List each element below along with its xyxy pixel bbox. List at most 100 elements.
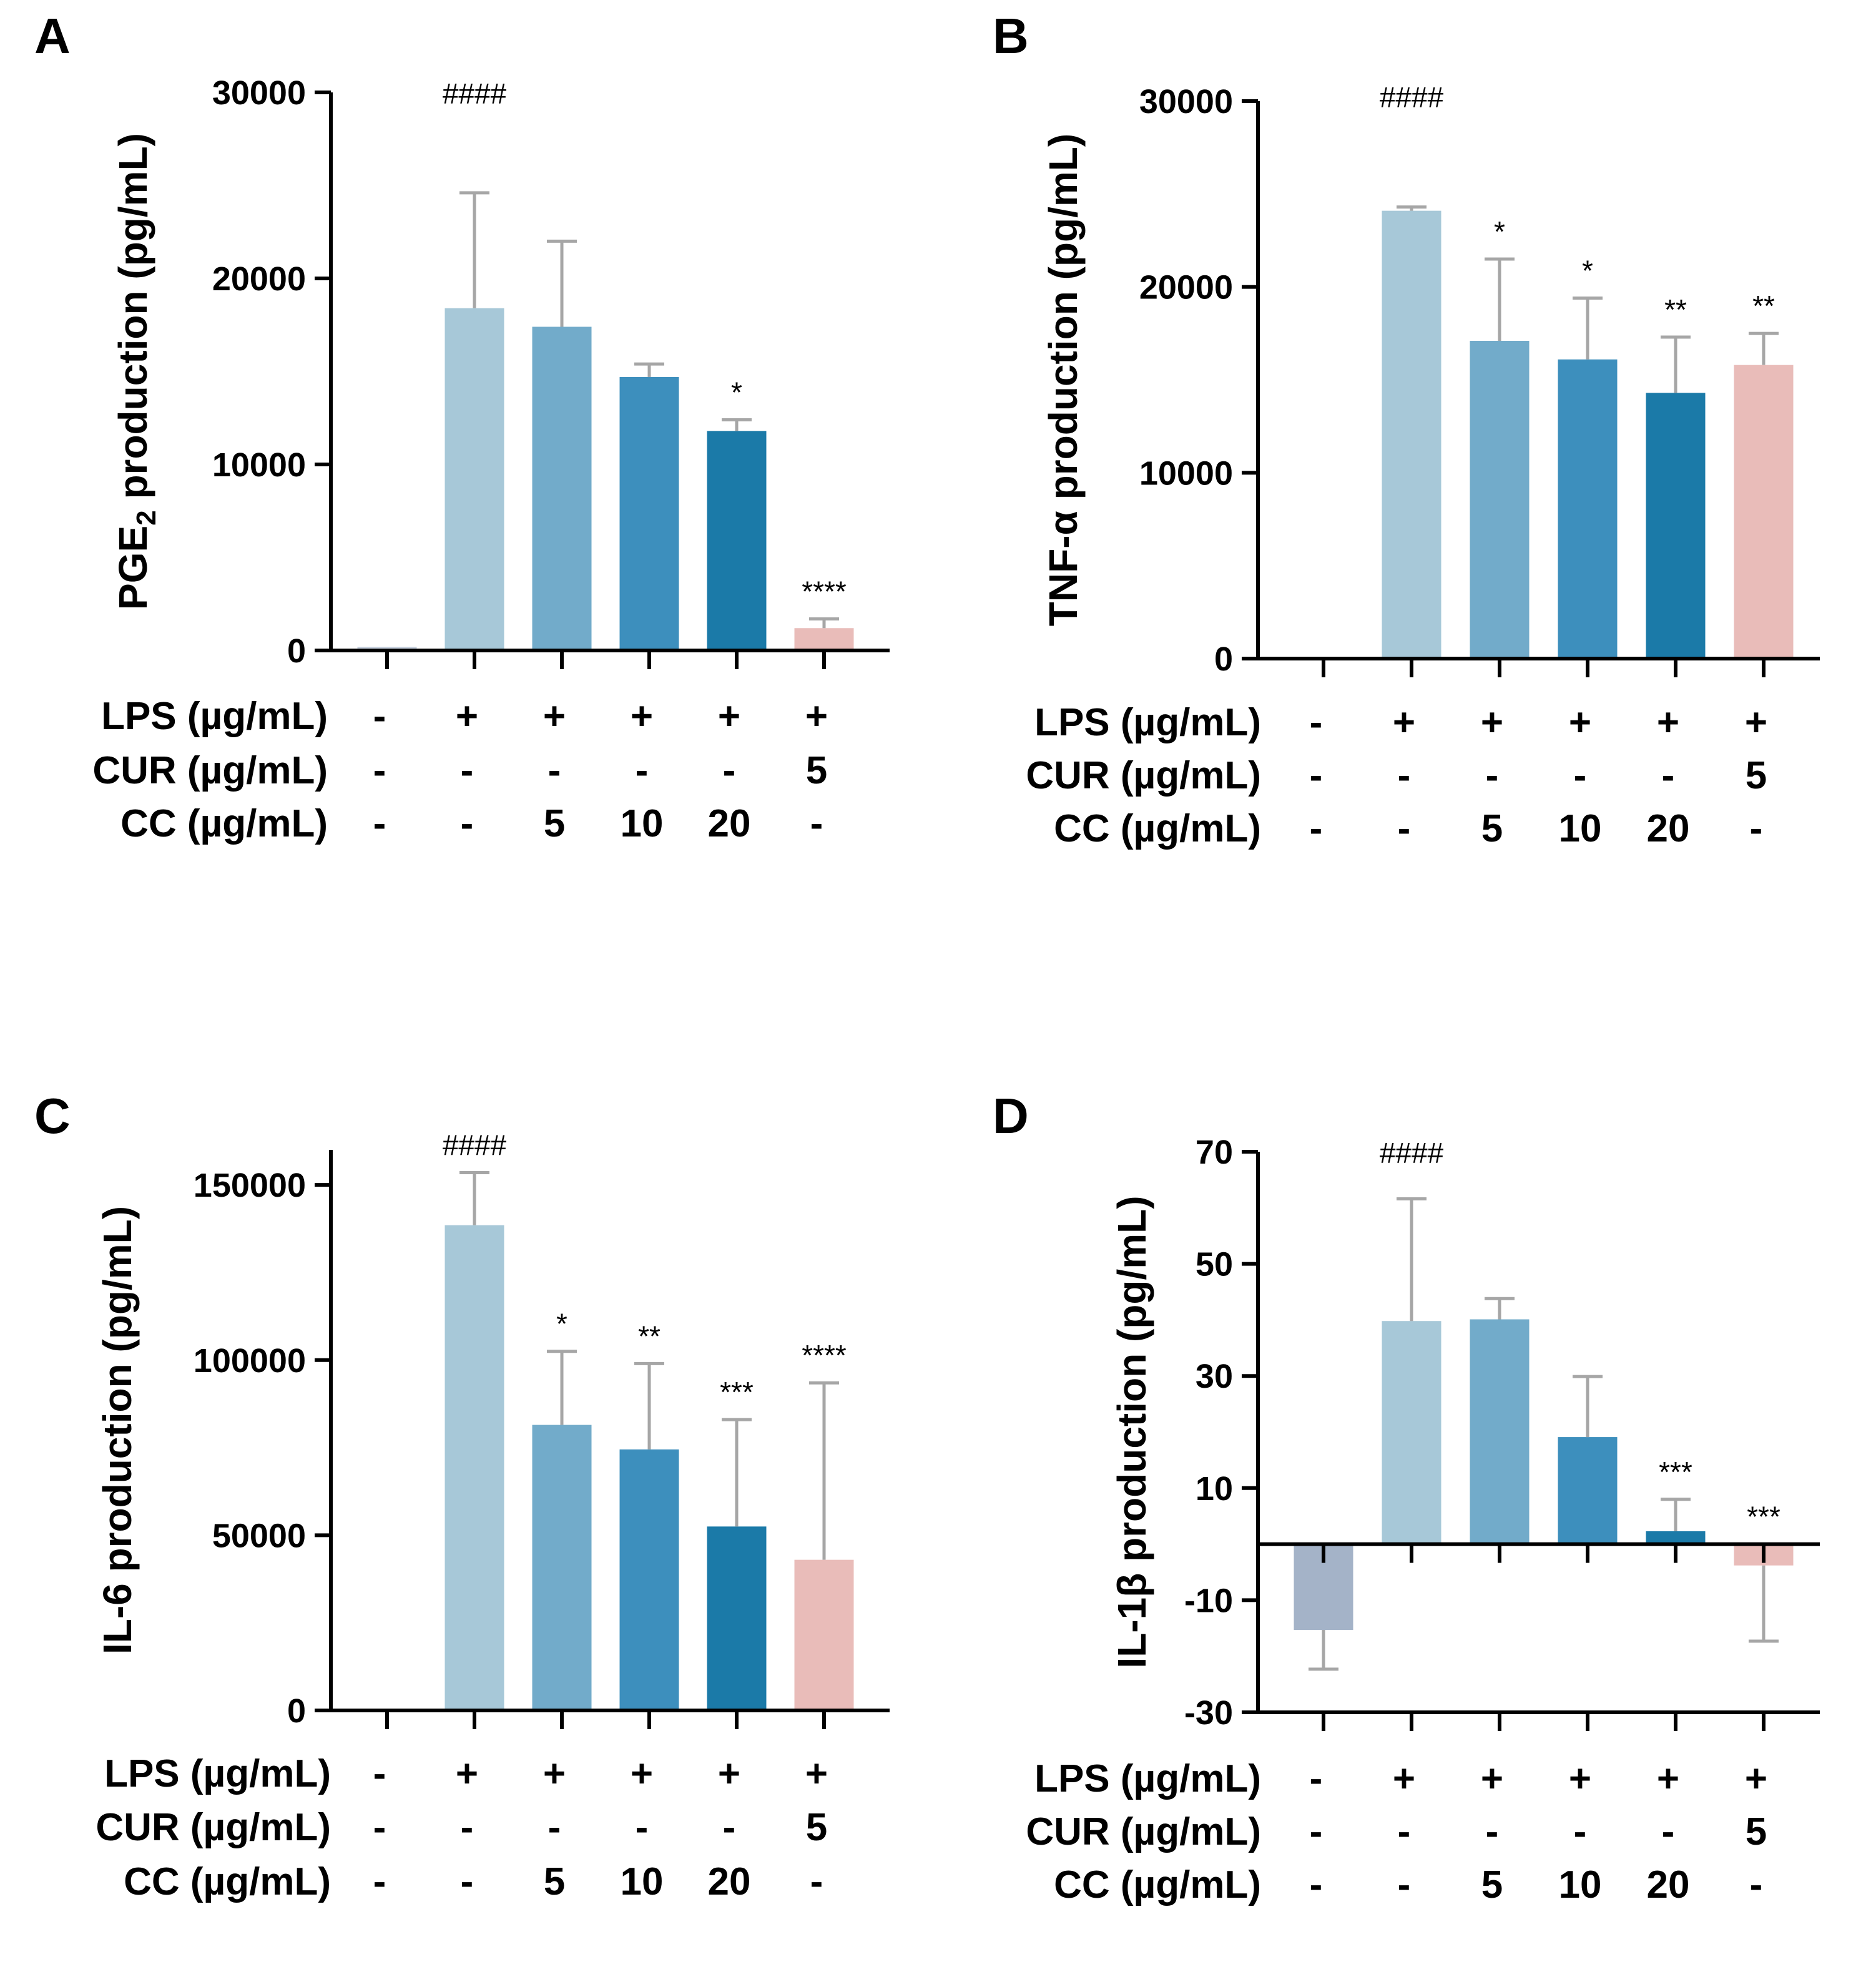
bar — [1382, 1321, 1441, 1544]
significance-mark: **** — [802, 575, 847, 607]
condition-value: - — [1574, 1810, 1587, 1853]
condition-value: - — [1750, 807, 1763, 850]
condition-value: - — [373, 1860, 386, 1903]
condition-value: 5 — [544, 1860, 565, 1903]
significance-mark: ** — [638, 1320, 661, 1352]
condition-value: + — [1657, 1757, 1679, 1800]
bar — [1646, 1531, 1706, 1544]
condition-row-label: LPS (µg/mL) — [101, 695, 328, 738]
condition-value: + — [543, 1752, 566, 1795]
condition-value: - — [1398, 1810, 1411, 1853]
condition-value: - — [1486, 1810, 1499, 1853]
bar — [1470, 1319, 1530, 1544]
condition-value: - — [1662, 1810, 1675, 1853]
significance-mark: * — [1494, 215, 1505, 248]
condition-value: 10 — [621, 1860, 664, 1903]
condition-value: 5 — [544, 802, 565, 845]
bar — [1558, 1437, 1618, 1544]
condition-value: + — [1569, 1757, 1591, 1800]
condition-row-label: CC (µg/mL) — [1054, 807, 1261, 850]
condition-value: - — [636, 1806, 649, 1849]
condition-value: + — [805, 695, 828, 738]
condition-value: - — [1398, 754, 1411, 797]
condition-value: + — [1393, 1757, 1415, 1800]
y-tick-label: 0 — [287, 1692, 306, 1730]
y-tick-label: 10000 — [212, 446, 306, 484]
condition-value: - — [1310, 701, 1323, 744]
condition-value: + — [1569, 701, 1591, 744]
significance-mark: * — [1582, 255, 1593, 287]
condition-value: - — [723, 749, 736, 792]
condition-value: + — [1481, 1757, 1503, 1800]
bar — [619, 376, 679, 650]
condition-value: + — [718, 1752, 740, 1795]
y-tick-label: 50000 — [212, 1517, 306, 1554]
bar — [619, 1449, 679, 1710]
bar — [444, 308, 504, 650]
condition-value: - — [636, 749, 649, 792]
condition-value: 5 — [1481, 1863, 1503, 1906]
condition-value: - — [1398, 1863, 1411, 1906]
condition-value: + — [631, 695, 653, 738]
y-axis-title: TNF-α production (pg/mL) — [1041, 134, 1086, 626]
condition-value: 20 — [1647, 807, 1690, 850]
condition-value: - — [1398, 807, 1411, 850]
condition-value: - — [548, 1806, 561, 1849]
condition-value: - — [1310, 1863, 1323, 1906]
y-tick-label: 30 — [1196, 1358, 1233, 1395]
condition-value: - — [461, 802, 474, 845]
condition-value: - — [723, 1806, 736, 1849]
significance-mark: *** — [720, 1376, 754, 1408]
chart-panel-a: A PGE2 production (pg/mL) 0 10000 20000 30000… — [34, 8, 890, 845]
y-tick-label: -10 — [1184, 1582, 1233, 1619]
condition-value: 10 — [1559, 807, 1602, 850]
bar — [794, 628, 854, 650]
panel-letter: B — [993, 8, 1029, 64]
significance-mark: * — [556, 1308, 567, 1340]
chart-panel-b: B TNF-α production (pg/mL) 0 10000 20000 3000… — [993, 8, 1820, 850]
condition-value: + — [1745, 1757, 1767, 1800]
condition-value: + — [543, 695, 566, 738]
condition-value: - — [461, 1860, 474, 1903]
condition-value: 20 — [1647, 1863, 1690, 1906]
y-axis-title: PGE2 production (pg/mL) — [110, 133, 162, 610]
condition-row-label: CUR (µg/mL) — [92, 749, 328, 792]
condition-value: - — [1310, 807, 1323, 850]
y-tick-label: 30000 — [1139, 83, 1233, 120]
bar — [532, 326, 592, 650]
y-tick-label: 10000 — [1139, 454, 1233, 492]
bar — [444, 1225, 504, 1710]
condition-value: - — [810, 802, 823, 845]
y-tick-label: 0 — [287, 632, 306, 670]
condition-value: + — [1657, 701, 1679, 744]
bar — [1646, 393, 1706, 659]
condition-value: - — [373, 749, 386, 792]
condition-value: + — [718, 695, 740, 738]
y-tick-label: -30 — [1184, 1694, 1233, 1732]
y-tick-label: 20000 — [212, 260, 306, 298]
significance-mark: #### — [1380, 81, 1444, 114]
chart-panel-c: C IL-6 production (pg/mL) 0 50000 100000 1500… — [34, 1088, 890, 1903]
condition-value: - — [373, 1806, 386, 1849]
condition-value: - — [1310, 1757, 1323, 1800]
significance-mark: ** — [1664, 293, 1687, 326]
condition-value: - — [373, 802, 386, 845]
y-tick-label: 20000 — [1139, 269, 1233, 307]
condition-value: 20 — [708, 1860, 751, 1903]
significance-mark: *** — [1747, 1501, 1780, 1533]
condition-value: - — [461, 1806, 474, 1849]
condition-value: - — [1486, 754, 1499, 797]
significance-mark: #### — [1380, 1137, 1444, 1169]
bar — [707, 1526, 767, 1710]
condition-value: 20 — [708, 802, 751, 845]
condition-value: - — [1750, 1863, 1763, 1906]
condition-value: - — [1662, 754, 1675, 797]
condition-value: + — [1481, 701, 1503, 744]
condition-value: 10 — [1559, 1863, 1602, 1906]
condition-value: 5 — [806, 1806, 827, 1849]
condition-value: 5 — [1746, 1810, 1767, 1853]
condition-row-label: LPS (µg/mL) — [104, 1752, 331, 1795]
significance-mark: #### — [443, 1129, 507, 1161]
